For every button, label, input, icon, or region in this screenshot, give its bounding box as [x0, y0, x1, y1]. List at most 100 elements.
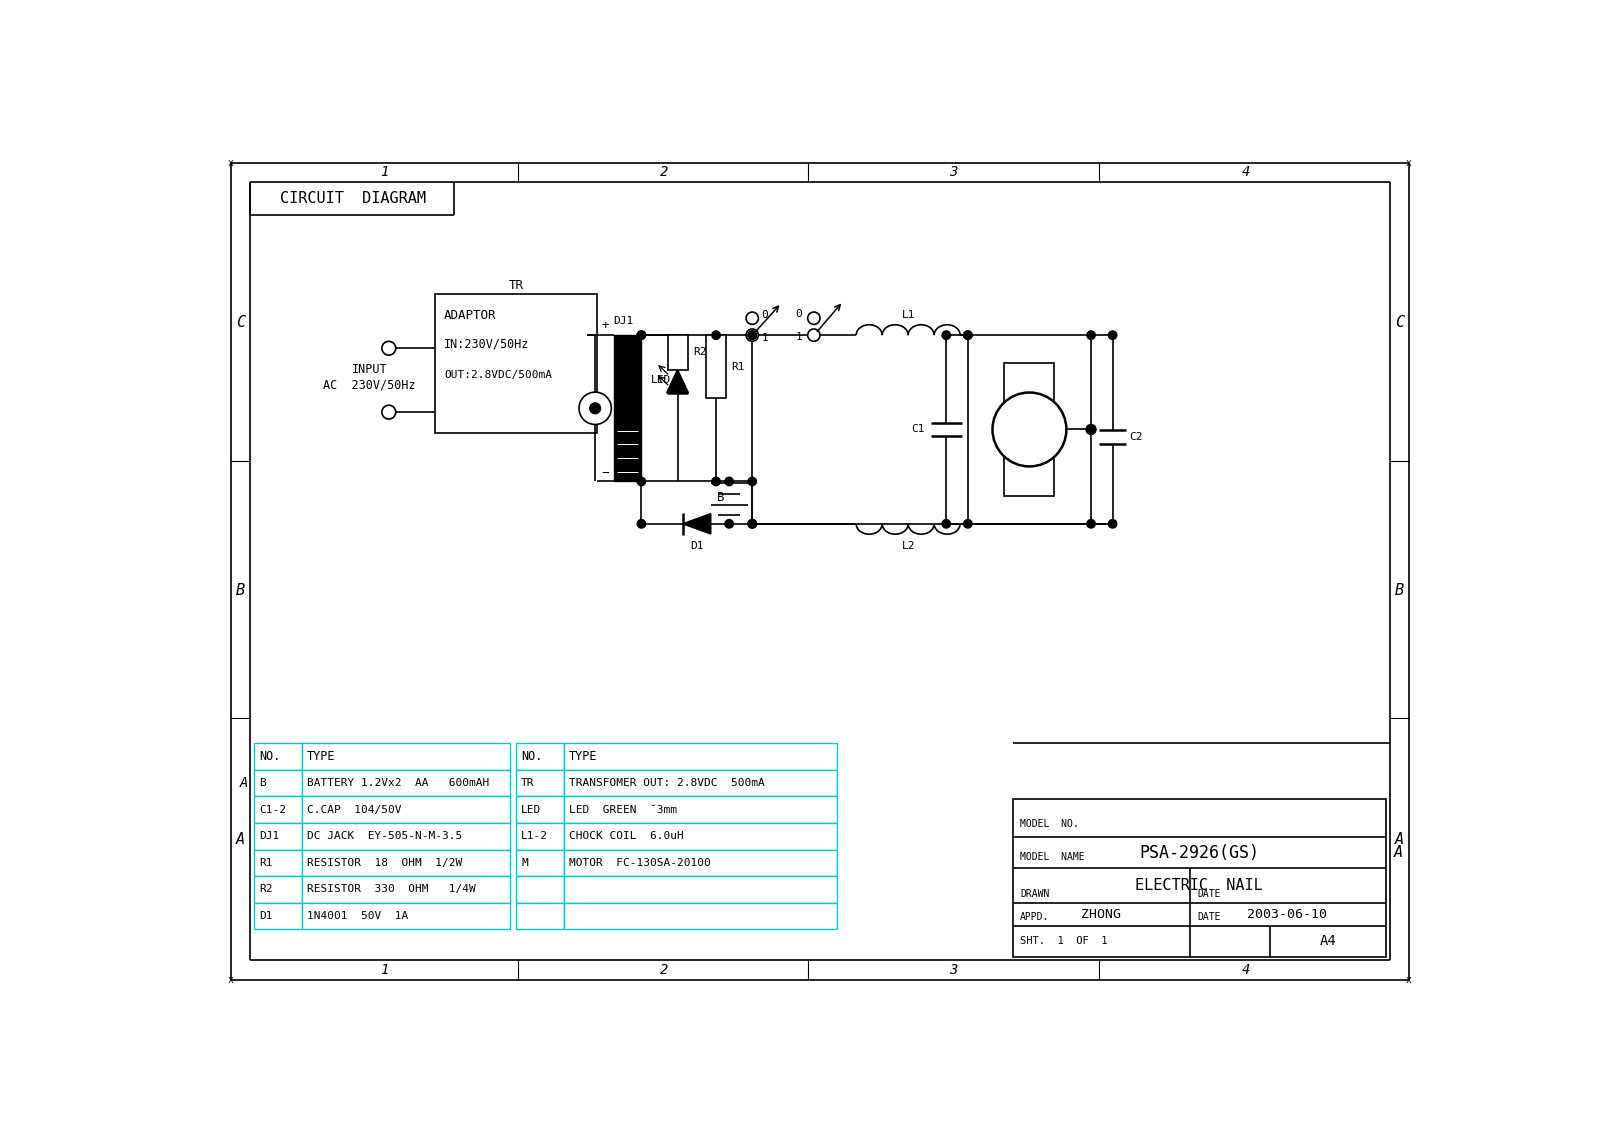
Circle shape [382, 342, 395, 355]
Text: L1: L1 [901, 310, 915, 320]
Text: C: C [1395, 314, 1403, 329]
Bar [302, 849, 510, 877]
Text: B: B [237, 582, 245, 597]
Circle shape [637, 331, 645, 339]
Text: CHOCK COIL  6.0uH: CHOCK COIL 6.0uH [570, 831, 683, 841]
Circle shape [749, 331, 757, 339]
Text: TR: TR [522, 778, 534, 788]
Bar [254, 849, 302, 877]
Text: A: A [1395, 832, 1403, 847]
Text: SHT.  1  OF  1: SHT. 1 OF 1 [1021, 936, 1107, 947]
Text: CIRCUIT  DIAGRAM: CIRCUIT DIAGRAM [280, 191, 426, 206]
Circle shape [1109, 331, 1117, 339]
Text: INPUT
AC  230V/50Hz: INPUT AC 230V/50Hz [323, 363, 416, 391]
Text: D1: D1 [259, 910, 274, 921]
Text: x: x [1406, 157, 1411, 167]
Circle shape [749, 477, 757, 485]
Text: R1: R1 [259, 857, 274, 867]
Text: R2: R2 [693, 347, 707, 357]
Circle shape [942, 519, 950, 528]
Text: ZHONG: ZHONG [1082, 908, 1122, 921]
Text: B: B [717, 491, 725, 503]
Text: DATE: DATE [1197, 889, 1221, 899]
Text: C.CAP  104/50V: C.CAP 104/50V [307, 804, 402, 814]
Text: 1N4001  50V  1A: 1N4001 50V 1A [307, 910, 408, 921]
Text: 1: 1 [379, 165, 389, 180]
Text: APPD.: APPD. [1021, 912, 1050, 922]
Bar [1005, 363, 1054, 495]
Text: D1: D1 [690, 541, 704, 551]
Polygon shape [683, 513, 710, 534]
Text: 2: 2 [659, 962, 667, 977]
Circle shape [963, 331, 973, 339]
Text: x: x [229, 975, 234, 985]
Bar [563, 743, 837, 770]
Bar [563, 796, 837, 823]
Bar [515, 823, 563, 849]
Circle shape [712, 331, 720, 339]
Bar [563, 849, 837, 877]
Bar [302, 903, 510, 930]
Text: PSA-2926(GS): PSA-2926(GS) [1139, 844, 1259, 862]
Circle shape [590, 403, 600, 414]
Bar [667, 335, 688, 370]
Bar [254, 743, 302, 770]
Circle shape [746, 329, 758, 342]
Bar [563, 903, 837, 930]
Text: NO.: NO. [259, 750, 282, 763]
Circle shape [749, 331, 757, 339]
Text: ADAPTOR: ADAPTOR [445, 310, 496, 322]
Bar [254, 877, 302, 903]
Text: MODEL  NO.: MODEL NO. [1021, 820, 1078, 829]
Bar [563, 823, 837, 849]
Text: TR: TR [509, 278, 523, 292]
Bar [254, 823, 302, 849]
Circle shape [1086, 424, 1096, 434]
Text: 3: 3 [949, 962, 957, 977]
Bar [435, 294, 597, 433]
Text: 4: 4 [1242, 962, 1250, 977]
Text: −: − [614, 470, 621, 481]
Text: A: A [240, 776, 248, 791]
Text: 0: 0 [795, 309, 802, 319]
Text: 4: 4 [1242, 165, 1250, 180]
Circle shape [382, 405, 395, 420]
Bar [706, 335, 726, 398]
Bar [515, 796, 563, 823]
Text: IN:230V/50Hz: IN:230V/50Hz [445, 338, 530, 351]
Text: A4: A4 [1320, 934, 1336, 948]
Text: DATE: DATE [1197, 912, 1221, 922]
Bar [302, 877, 510, 903]
Circle shape [808, 329, 819, 342]
Bar [302, 743, 510, 770]
Text: ELECTRIC  NAIL: ELECTRIC NAIL [1136, 878, 1262, 892]
Text: TRANSFOMER OUT: 2.8VDC  500mA: TRANSFOMER OUT: 2.8VDC 500mA [570, 778, 765, 788]
Text: 2003-06-10: 2003-06-10 [1248, 908, 1328, 921]
Bar [563, 877, 837, 903]
Text: 0: 0 [762, 310, 768, 320]
Bar [515, 877, 563, 903]
Text: MOTOR  FC-130SA-20100: MOTOR FC-130SA-20100 [570, 857, 710, 867]
Text: L2: L2 [901, 541, 915, 551]
Text: MODEL  NAME: MODEL NAME [1021, 852, 1085, 862]
Text: −: − [602, 467, 610, 481]
Bar [254, 796, 302, 823]
Circle shape [637, 331, 645, 339]
Circle shape [637, 477, 645, 485]
Text: LED: LED [522, 804, 541, 814]
Text: DRAWN: DRAWN [1021, 889, 1050, 899]
Bar [302, 823, 510, 849]
Circle shape [963, 331, 973, 339]
Text: A: A [237, 832, 245, 847]
Text: R2: R2 [259, 884, 274, 895]
Text: B: B [1395, 582, 1403, 597]
Circle shape [749, 519, 757, 528]
Text: 1: 1 [379, 962, 389, 977]
Text: TYPE: TYPE [307, 750, 336, 763]
Circle shape [579, 392, 611, 424]
Text: RESISTOR  330  OHM   1/4W: RESISTOR 330 OHM 1/4W [307, 884, 475, 895]
Text: 1: 1 [795, 331, 802, 342]
Bar [515, 903, 563, 930]
Text: A: A [1394, 845, 1403, 860]
Text: R1: R1 [731, 362, 746, 372]
